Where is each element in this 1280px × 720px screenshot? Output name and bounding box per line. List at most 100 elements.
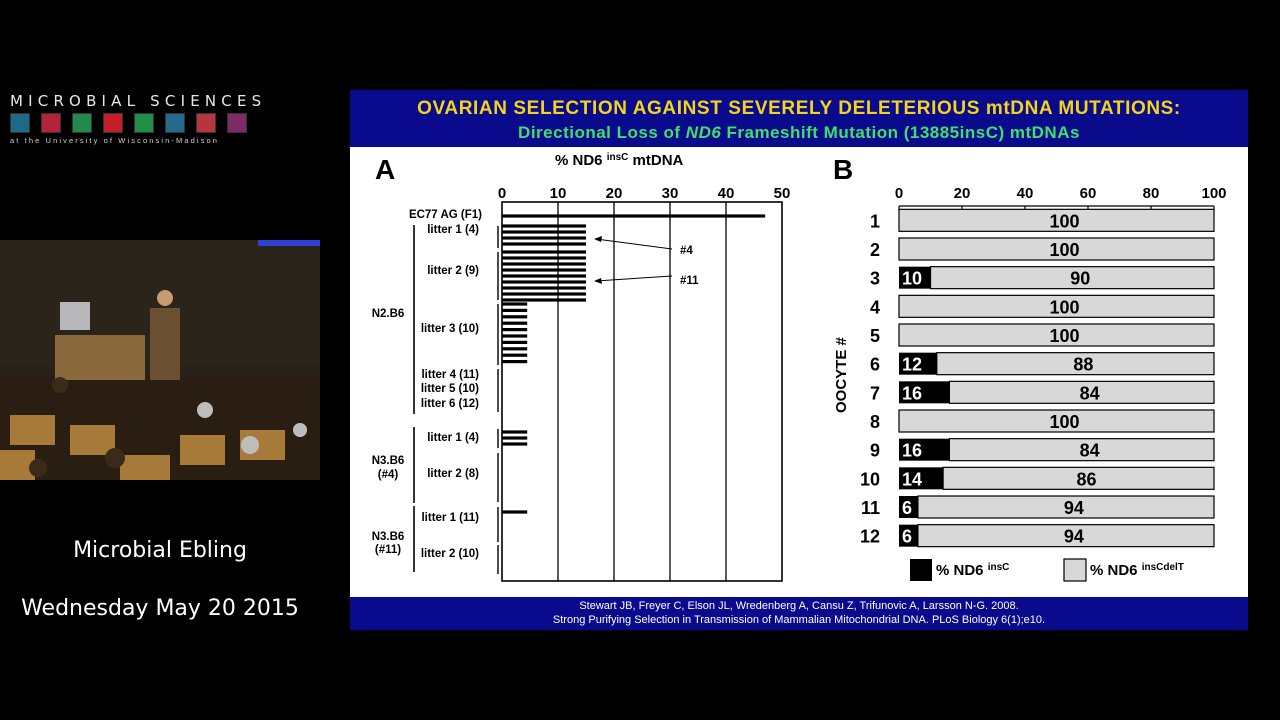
panel-b-tick-label: 0 (895, 185, 903, 202)
panel-b-bar-insc (899, 438, 950, 461)
panel-b-bar-label: 94 (1064, 498, 1084, 518)
panel-b-bar-insc-delt (898, 237, 1215, 261)
panel-a-bar (502, 308, 528, 312)
panel-b-row-label: 8 (870, 412, 880, 432)
panel-b-tick-label: 40 (1017, 185, 1034, 202)
panel-a-strain-label: (#4) (378, 469, 399, 481)
panel-b-bar-label: 90 (1070, 269, 1090, 289)
panel-a-bar (502, 256, 586, 260)
panel-b-bar-insc-delt (917, 495, 1215, 519)
legend-label-text: % ND6 (936, 562, 988, 579)
subtitle-gene: ND6 (685, 123, 722, 142)
panel-a-group-label: litter 3 (10) (421, 323, 479, 335)
panel-b-chart: 0 20 40 60 80 100 1 100 2 100 3 10 90 4 100 5 100 6 12 88 7 1… (860, 185, 1227, 582)
panel-a-bar (502, 298, 586, 302)
panel-a-annotation: #4 (680, 245, 693, 257)
panel-a-tick-label: 10 (550, 185, 567, 202)
panel-b-row-label: 7 (870, 383, 880, 403)
panel-a-bar (502, 286, 586, 290)
panel-b-bar-label: 94 (1064, 527, 1084, 547)
panel-b-row-label: 5 (870, 326, 880, 346)
panel-b-bar-insc-delt (948, 438, 1215, 462)
panel-a-xlabel-tail: mtDNA (628, 152, 683, 169)
subtitle-part: Frameshift Mutation (13885insC) mtDNAs (721, 123, 1080, 142)
panel-b-bar-insc (899, 467, 944, 490)
panel-a-bar (502, 360, 528, 364)
legend-label-text: % ND6 (1090, 562, 1142, 579)
panel-b-row-label: 10 (860, 469, 880, 489)
panel-b-bar-label: 100 (1049, 240, 1079, 260)
panel-b-bar-insc-delt (948, 380, 1215, 404)
panel-a-bar (502, 436, 528, 440)
panel-a-bar (502, 262, 586, 266)
legend-label-sup: insC (988, 562, 1010, 573)
panel-b-bar-label: 86 (1077, 469, 1097, 489)
brand-icon-row (10, 113, 247, 133)
brand-icon-8 (227, 113, 247, 133)
panel-a-strain-label: N3.B6 (372, 455, 405, 467)
panel-a-bar (502, 268, 586, 272)
panel-a-bar (502, 321, 528, 325)
brand-icon-3 (72, 113, 92, 133)
panel-a-strain-label: N2.B6 (372, 308, 405, 320)
panel-b-ylabel: OOCYTE # (833, 336, 850, 413)
legend-swatch-insc (910, 559, 932, 581)
panel-a-bar (502, 334, 528, 338)
panel-a-group-label: litter 1 (11) (421, 512, 479, 524)
subtitle-part: Directional Loss of (518, 123, 686, 142)
panel-b-bar-label: 16 (902, 383, 922, 403)
panel-b-bar-label: 100 (1049, 297, 1079, 317)
brand-subtitle: at the University of Wisconsin-Madison (10, 136, 220, 145)
panel-b-bar-label: 16 (902, 441, 922, 461)
panel-b-row-label: 12 (860, 527, 880, 547)
panel-a-group-label: litter 2 (9) (427, 265, 479, 277)
panel-a-annotation: #11 (680, 275, 699, 287)
panel-a-tick-label: 50 (774, 185, 791, 202)
panel-a-group-label: litter 1 (4) (427, 224, 479, 236)
brand-icon-1 (10, 113, 30, 133)
panel-a-bar (502, 347, 528, 351)
panel-a-bar (502, 340, 528, 344)
slide-citation: Stewart JB, Freyer C, Elson JL, Wredenbe… (350, 597, 1248, 630)
brand-icon-7 (196, 113, 216, 133)
legend-label-insc: % ND6 insC (936, 562, 1009, 580)
brand-icon-5 (134, 113, 154, 133)
panel-a-group-label: litter 2 (10) (421, 548, 479, 560)
panel-a-bar (502, 230, 586, 234)
panel-a-arrowhead (594, 236, 602, 242)
panel-b-bar-label: 10 (902, 269, 922, 289)
panel-a-bar (502, 250, 586, 254)
slide-subtitle: Directional Loss of ND6 Frameshift Mutat… (350, 123, 1248, 143)
panel-a-group-label: EC77 AG (F1) (409, 209, 482, 221)
panel-a-tick-label: 40 (718, 185, 735, 202)
panel-a-tick-label: 30 (662, 185, 679, 202)
legend-label-sup: insCdelT (1142, 562, 1184, 573)
video-scene (0, 240, 320, 480)
panel-a-group-label: litter 5 (10) (421, 383, 479, 395)
panel-a-bar (502, 274, 586, 278)
panel-a-bar (502, 224, 586, 228)
panel-a-group-label: litter 2 (8) (427, 468, 479, 480)
panel-b-bar-label: 12 (902, 355, 922, 375)
panel-b-bar-label: 6 (902, 527, 912, 547)
panel-a-chart: 0 10 20 30 40 50 EC77 AG (F1) litter 1 (4) litte… (372, 185, 791, 582)
panel-a-tick-label: 0 (498, 185, 506, 202)
panel-b-bar-insc-delt (917, 524, 1215, 548)
speaker-video[interactable] (0, 240, 320, 480)
panel-a-group-label: litter 6 (12) (421, 398, 479, 410)
brand-title: MICROBIAL SCIENCES (10, 92, 267, 110)
panel-b-bar-insc (899, 381, 950, 404)
panel-b-bar-insc-delt (898, 208, 1215, 232)
panel-b-bar-insc-delt (942, 466, 1215, 490)
panel-b-bar-label: 84 (1080, 383, 1100, 403)
panel-a-bar (502, 236, 586, 240)
panel-a-bar (502, 353, 528, 357)
panel-a-arrow (595, 238, 673, 250)
panel-b-bar-insc-delt (936, 352, 1215, 376)
panel-b-row-label: 2 (870, 240, 880, 260)
panel-b-bar-label: 14 (902, 469, 922, 489)
panel-b-bar-label: 100 (1049, 211, 1079, 231)
panel-a-strain-label: (#11) (375, 544, 401, 556)
panel-a-bar (502, 442, 528, 446)
